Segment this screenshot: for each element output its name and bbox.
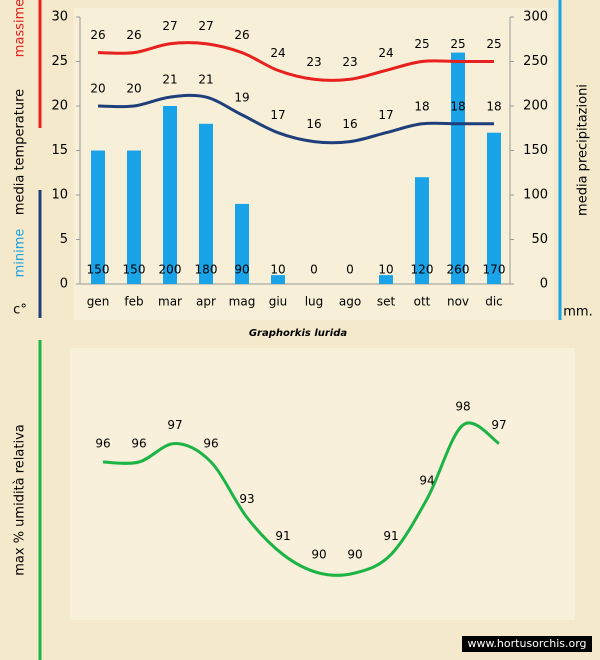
bar-label: 260 <box>447 263 470 277</box>
line-label: 19 <box>234 90 249 104</box>
line-label: 18 <box>486 99 501 113</box>
line-label: 23 <box>342 55 357 69</box>
line-label: 97 <box>491 418 506 432</box>
line-label: 18 <box>450 99 465 113</box>
line-label: 25 <box>450 37 465 51</box>
line-label: 93 <box>239 492 254 506</box>
y-label: media temperature <box>13 89 28 215</box>
bar <box>199 123 213 284</box>
line-label: 23 <box>306 55 321 69</box>
y-label: max % umidità relativa <box>13 424 28 576</box>
bar <box>451 52 465 284</box>
y2-unit: mm. <box>563 305 592 320</box>
y-label: minime <box>13 229 28 278</box>
line-label: 24 <box>378 46 393 60</box>
line-label: 21 <box>162 73 177 87</box>
bar-label: 200 <box>159 263 182 277</box>
line-label: 96 <box>95 437 110 451</box>
y-tick-label: 25 <box>51 54 68 69</box>
watermark: www.hortusorchis.org <box>467 637 586 650</box>
line <box>97 41 494 82</box>
line-label: 97 <box>167 418 182 432</box>
line-label: 21 <box>198 73 213 87</box>
y2-label: media precipitazioni <box>576 84 591 216</box>
bar <box>127 150 141 284</box>
y2-tick-label: 100 <box>523 188 548 203</box>
y-tick-label: 0 <box>60 277 68 292</box>
line-label: 27 <box>198 19 213 33</box>
line-label: 26 <box>90 28 105 42</box>
line-label: 96 <box>203 437 218 451</box>
y-unit: c° <box>13 303 27 318</box>
y-tick-label: 20 <box>51 99 68 114</box>
bar-label: 0 <box>346 263 354 277</box>
line-label: 98 <box>455 400 470 414</box>
line-label: 25 <box>414 37 429 51</box>
line-label: 20 <box>90 82 105 96</box>
bar <box>487 132 501 284</box>
line-label: 25 <box>486 37 501 51</box>
line-label: 26 <box>126 28 141 42</box>
bar <box>163 106 177 284</box>
x-tick-label: set <box>377 295 396 309</box>
x-tick-label: dic <box>485 295 503 309</box>
x-tick-label: lug <box>305 295 324 309</box>
bar <box>415 177 429 284</box>
y2-tick-label: 250 <box>523 54 548 69</box>
y-tick-label: 15 <box>51 143 68 158</box>
line-label: 96 <box>131 437 146 451</box>
line <box>102 421 500 577</box>
line-label: 20 <box>126 82 141 96</box>
line-label: 91 <box>275 529 290 543</box>
line-label: 94 <box>419 474 434 488</box>
x-tick-label: apr <box>196 295 216 309</box>
x-tick-label: feb <box>124 295 143 309</box>
x-tick-label: giu <box>269 295 288 309</box>
line-label: 90 <box>347 548 362 562</box>
bar-label: 150 <box>123 263 146 277</box>
bar <box>235 203 249 284</box>
bar-label: 120 <box>411 263 434 277</box>
y-tick-label: 5 <box>60 232 68 247</box>
line-label: 27 <box>162 19 177 33</box>
x-tick-label: mag <box>229 295 256 309</box>
x-tick-label: nov <box>447 295 469 309</box>
line <box>97 93 494 145</box>
x-tick-label: ago <box>339 295 361 309</box>
bar-label: 150 <box>87 263 110 277</box>
line-label: 17 <box>270 108 285 122</box>
y-tick-label: 10 <box>51 188 68 203</box>
chart-title: Graphorkis lurida <box>249 328 348 339</box>
line-label: 16 <box>306 117 321 131</box>
line-label: 18 <box>414 99 429 113</box>
x-tick-label: ott <box>414 295 431 309</box>
y2-tick-label: 0 <box>540 277 548 292</box>
y2-tick-label: 200 <box>523 99 548 114</box>
x-tick-label: gen <box>87 295 110 309</box>
y2-tick-label: 50 <box>531 232 548 247</box>
y2-tick-label: 150 <box>523 143 548 158</box>
x-tick-label: mar <box>158 295 182 309</box>
bar-label: 10 <box>270 263 285 277</box>
y2-tick-label: 300 <box>523 10 548 25</box>
line-label: 16 <box>342 117 357 131</box>
bar-label: 10 <box>378 263 393 277</box>
bar-label: 90 <box>234 263 249 277</box>
y-label: massime <box>13 0 28 57</box>
bar-label: 170 <box>483 263 506 277</box>
bar <box>271 275 285 284</box>
watermark-box <box>462 636 592 652</box>
y-tick-label: 30 <box>51 10 68 25</box>
bar <box>91 150 105 284</box>
line-label: 90 <box>311 548 326 562</box>
line-label: 17 <box>378 108 393 122</box>
chart2-area <box>70 348 575 620</box>
bar-label: 180 <box>195 263 218 277</box>
line-label: 26 <box>234 28 249 42</box>
bar-label: 0 <box>310 263 318 277</box>
line-label: 91 <box>383 529 398 543</box>
bar <box>379 275 393 284</box>
line-label: 24 <box>270 46 285 60</box>
